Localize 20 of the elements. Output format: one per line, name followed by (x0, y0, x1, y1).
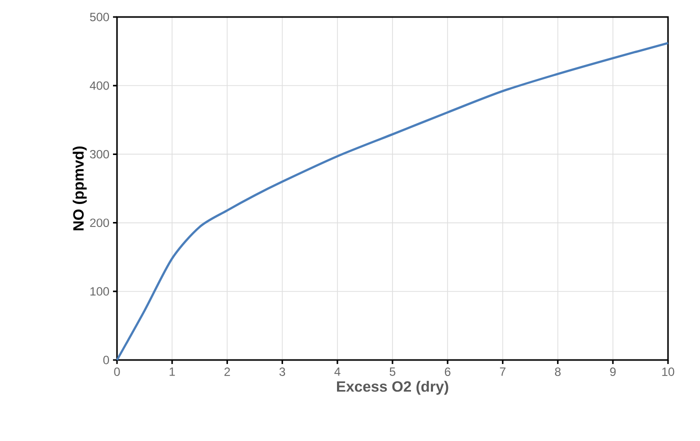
x-tick-label: 8 (555, 368, 561, 376)
y-tick-label: 200 (90, 218, 110, 228)
line-series (116, 42, 670, 362)
y-tick-label: 300 (90, 150, 110, 158)
x-tick-label: 0 (114, 368, 120, 376)
y-tick-label: 400 (90, 81, 110, 90)
y-axis-title: NO (ppmvd) (72, 146, 87, 230)
y-tick-label: 100 (90, 287, 110, 296)
x-tick-label: 5 (390, 368, 396, 376)
x-tick-label: 10 (662, 368, 674, 376)
x-tick-label: 2 (224, 368, 230, 376)
x-axis-title: Excess O2 (dry) (337, 380, 448, 395)
x-tick-label: 7 (500, 368, 506, 376)
x-tick-label: 6 (444, 368, 450, 376)
x-tick-label: 1 (170, 368, 175, 376)
x-tick-label: 9 (610, 368, 616, 376)
x-tick-label: 3 (279, 368, 286, 376)
x-tick-label: 4 (334, 368, 340, 376)
y-tick-label: 500 (90, 12, 110, 22)
y-tick-label: 0 (103, 356, 110, 364)
